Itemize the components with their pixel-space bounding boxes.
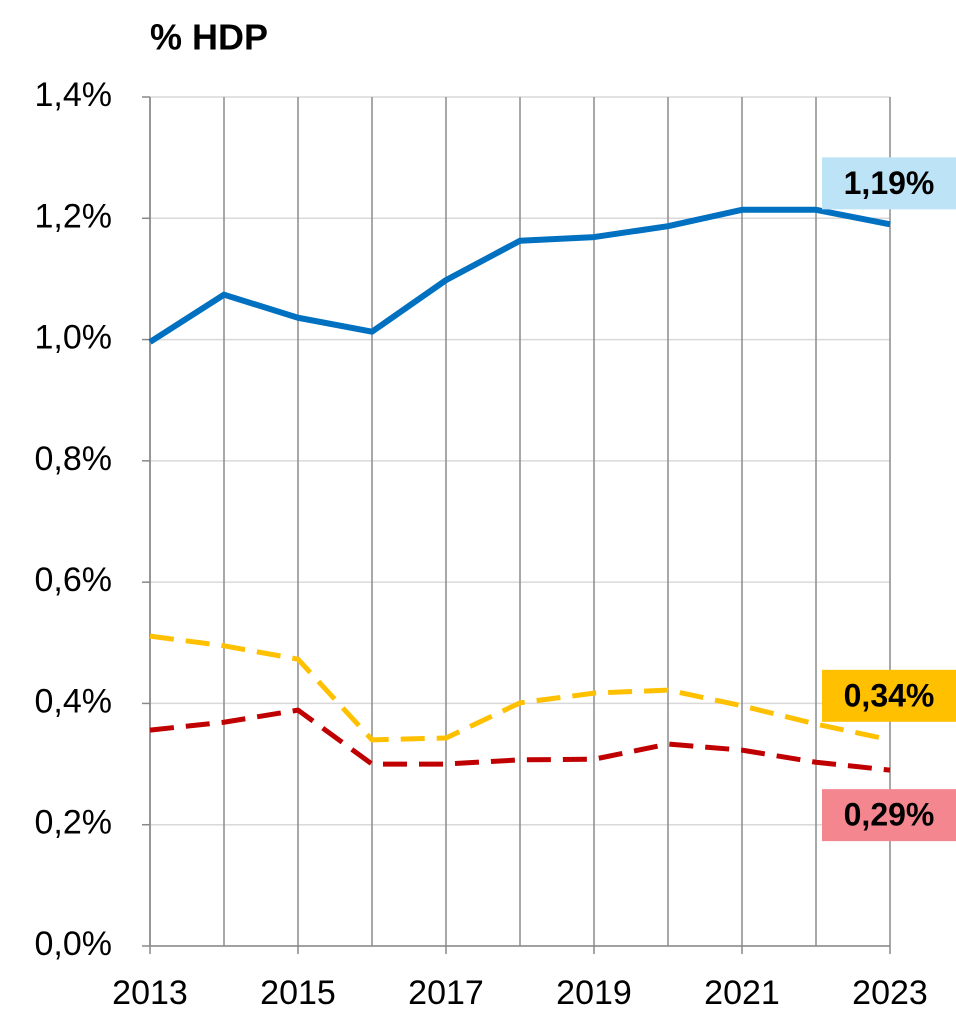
value-label: 0,29%: [844, 797, 935, 833]
value-label-box: [822, 789, 956, 842]
y-tick-label: 0,6%: [35, 561, 113, 599]
value-label-box: [822, 157, 956, 210]
value-label-box: [822, 669, 956, 722]
x-tick-label: 2017: [408, 974, 484, 1012]
y-tick-label: 1,2%: [35, 197, 113, 235]
series-line: [148, 206, 891, 345]
x-tick-label: 2019: [556, 974, 632, 1012]
series-line: [149, 707, 891, 773]
y-tick-label: 0,0%: [35, 925, 113, 963]
series-line: [149, 633, 891, 743]
x-tick-label: 2015: [260, 974, 336, 1012]
y-tick-label: 1,0%: [35, 319, 113, 357]
value-label: 0,34%: [844, 677, 935, 713]
y-tick-label: 0,8%: [35, 440, 113, 478]
value-label: 1,19%: [844, 165, 935, 201]
x-tick-label: 2023: [852, 974, 928, 1012]
y-tick-label: 0,2%: [35, 804, 113, 842]
y-tick-label: 1,4%: [35, 76, 113, 114]
y-tick-label: 0,4%: [35, 682, 113, 720]
x-tick-label: 2013: [112, 974, 188, 1012]
chart-title: % HDP: [150, 17, 268, 58]
x-tick-label: 2021: [704, 974, 780, 1012]
